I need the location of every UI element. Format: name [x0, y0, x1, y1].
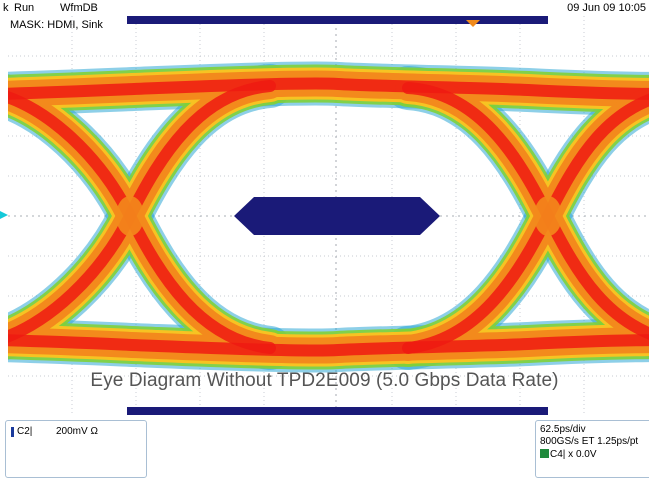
figure-caption: Eye Diagram Without TPD2E009 (5.0 Gbps D…	[90, 370, 559, 391]
channel-color-marker	[11, 427, 14, 437]
mask-label: MASK: HDMI, Sink	[10, 19, 103, 31]
trigger-readout: C4| x 0.0V	[540, 449, 597, 460]
eye-traces	[8, 61, 649, 373]
run-state[interactable]: Run	[14, 2, 35, 14]
mask-center-hexagon	[234, 197, 440, 235]
date-time: 09 Jun 09 10:05	[567, 2, 646, 14]
trigger-source: C4|	[550, 449, 566, 460]
status-bar: k Run WfmDB 09 Jun 09 10:05	[0, 0, 649, 17]
trigger-icon	[540, 449, 549, 458]
waveform-display[interactable]	[8, 16, 649, 415]
trigger-level: x 0.0V	[568, 449, 597, 460]
mask-top-bar	[127, 16, 548, 24]
eye-trace-band	[8, 77, 649, 100]
timebase-scale: 62.5ps/div	[540, 424, 586, 435]
trigger-status: k	[3, 2, 9, 14]
channel-readout[interactable]: C2| 200mV Ω	[5, 420, 147, 478]
eye-crossing-hotspot	[116, 196, 144, 236]
eye-crossing-hotspot	[534, 196, 562, 236]
channel-ground-marker[interactable]	[0, 211, 8, 219]
timebase-readout[interactable]: 62.5ps/div 800GS/s ET 1.25ps/pt C4| x 0.…	[535, 420, 649, 478]
channel-name: C2|	[17, 426, 33, 437]
acquisition-mode[interactable]: WfmDB	[60, 2, 98, 14]
mask-regions	[127, 16, 548, 415]
sample-rate: 800GS/s ET 1.25ps/pt	[540, 436, 639, 447]
eye-trace-band	[8, 334, 649, 357]
mask-bottom-bar	[127, 407, 548, 415]
trigger-position-marker	[466, 20, 480, 27]
channel-scale: 200mV Ω	[56, 426, 98, 437]
eye-diagram	[8, 16, 649, 415]
